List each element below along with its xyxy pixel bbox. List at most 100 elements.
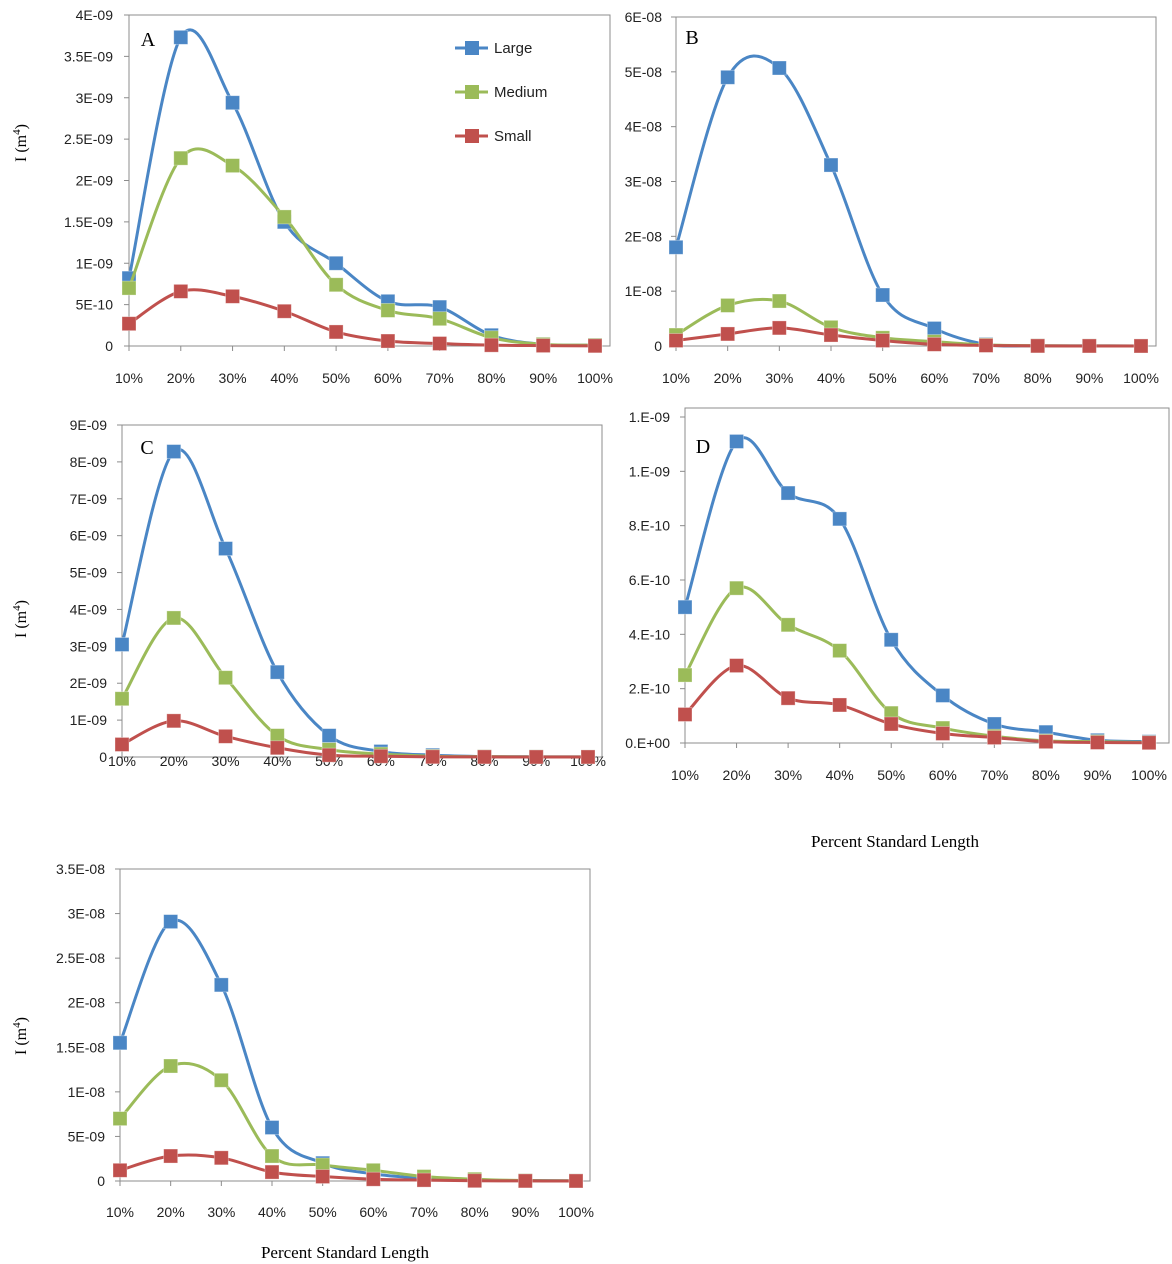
series-medium [677, 580, 1157, 750]
x-tick-label: 20% [714, 370, 742, 386]
data-point-medium [225, 158, 240, 174]
x-tick-label: 10% [671, 767, 699, 783]
x-tick-label: 80% [1024, 370, 1052, 386]
x-tick-label: 70% [410, 1204, 438, 1220]
x-tick-label: 100% [577, 370, 613, 386]
x-tick-label: 20% [160, 753, 188, 769]
x-tick-label: 40% [817, 370, 845, 386]
y-tick-label: 4E-08 [625, 119, 663, 135]
x-tick-label: 80% [477, 370, 505, 386]
x-tick-label: 50% [869, 370, 897, 386]
panel-label: B [685, 27, 698, 49]
y-axis-label-text: I (m [13, 610, 30, 638]
x-tick-label: 30% [774, 767, 802, 783]
x-tick-label: 90% [1075, 370, 1103, 386]
x-axis-title-lower: Percent Standard Length [261, 1243, 430, 1262]
data-point-large [771, 60, 787, 76]
x-tick-label: 60% [359, 1204, 387, 1220]
y-axis-label-close: ) [13, 124, 30, 129]
data-point-medium [166, 610, 182, 626]
series-line-medium [118, 1061, 577, 1183]
data-point-small [425, 749, 441, 765]
data-point-medium [832, 643, 848, 659]
y-tick-label: 5E-09 [68, 1128, 106, 1144]
x-tick-label: 60% [929, 767, 957, 783]
y-axis-label-text: I (m [13, 1027, 30, 1055]
series-large [677, 434, 1157, 750]
data-point-small [328, 324, 344, 340]
legend-swatch-marker [465, 129, 479, 143]
data-point-large [166, 444, 182, 459]
y-tick-label: 8.E-10 [629, 518, 670, 534]
legend-label: Large [494, 40, 532, 57]
data-point-small [587, 338, 603, 354]
data-point-large [720, 69, 736, 85]
data-point-large [328, 255, 344, 271]
x-tick-label: 20% [167, 370, 195, 386]
x-tick-label: 20% [723, 767, 751, 783]
y-tick-label: 1.5E-09 [64, 214, 113, 230]
series-medium [114, 610, 596, 765]
legend-label: Medium [494, 84, 547, 101]
data-point-small [1141, 735, 1157, 751]
data-point-medium [771, 293, 787, 309]
data-point-large [935, 688, 951, 703]
data-point-small [484, 337, 499, 353]
x-tick-label: 40% [258, 1204, 286, 1220]
y-tick-label: 1E-08 [68, 1084, 106, 1100]
chart-panel-c: 0 1E-09 2E-09 3E-09 4E-09 5E-09 6E-09 7E-09 8E-0… [11, 417, 606, 769]
x-tick-label: 60% [374, 370, 402, 386]
data-point-small [269, 740, 285, 756]
data-point-small [720, 326, 736, 342]
data-point-medium [114, 691, 130, 707]
data-point-small [668, 333, 684, 348]
series-medium [112, 1058, 584, 1189]
data-point-large [321, 728, 337, 744]
data-point-medium [432, 311, 448, 327]
series-line-medium [675, 297, 1142, 348]
series-line-medium [127, 147, 596, 347]
y-tick-label: 2.5E-08 [56, 950, 105, 966]
series-line-medium [683, 585, 1150, 744]
data-point-medium [264, 1148, 280, 1164]
data-point-small [380, 333, 396, 349]
series-line-large [683, 436, 1150, 744]
series-line-small [683, 664, 1150, 745]
series-line-large [120, 447, 589, 759]
y-tick-label: 5E-10 [76, 297, 114, 313]
data-point-medium [218, 670, 233, 686]
data-point-medium [112, 1111, 128, 1126]
y-tick-label: 5E-08 [625, 64, 663, 80]
series-large [114, 444, 596, 765]
chart-panel-d: 0.E+00 2.E-10 4.E-10 6.E-10 8.E-10 1.E-09 1.E-… [625, 407, 1170, 783]
data-point-small [416, 1172, 432, 1188]
series-line-large [127, 28, 596, 347]
y-tick-label: 3.5E-09 [64, 48, 113, 64]
data-point-medium [276, 209, 292, 225]
y-tick-label: 6E-09 [70, 528, 108, 544]
data-point-small [173, 283, 189, 299]
data-point-large [218, 541, 233, 556]
x-tick-label: 90% [529, 370, 557, 386]
x-tick-label: 30% [219, 370, 247, 386]
x-tick-label: 70% [980, 767, 1008, 783]
data-point-small [1038, 734, 1054, 750]
y-axis-label-close: ) [13, 600, 30, 605]
y-axis-label-close: ) [13, 1017, 30, 1022]
data-point-large [832, 511, 848, 527]
series-large [121, 28, 603, 353]
data-point-small [580, 749, 596, 765]
data-point-small [729, 658, 744, 673]
x-tick-label: 10% [115, 370, 143, 386]
series-small [114, 713, 596, 765]
y-tick-label: 9E-09 [70, 417, 108, 433]
data-point-large [883, 632, 899, 648]
series-line-medium [120, 616, 589, 759]
data-point-medium [121, 280, 137, 296]
data-point-large [926, 321, 942, 336]
series-line-small [128, 288, 596, 348]
x-tick-label: 10% [662, 370, 690, 386]
y-axis-label-sup: 4 [11, 605, 23, 611]
data-point-medium [163, 1058, 179, 1074]
data-point-small [467, 1173, 483, 1189]
